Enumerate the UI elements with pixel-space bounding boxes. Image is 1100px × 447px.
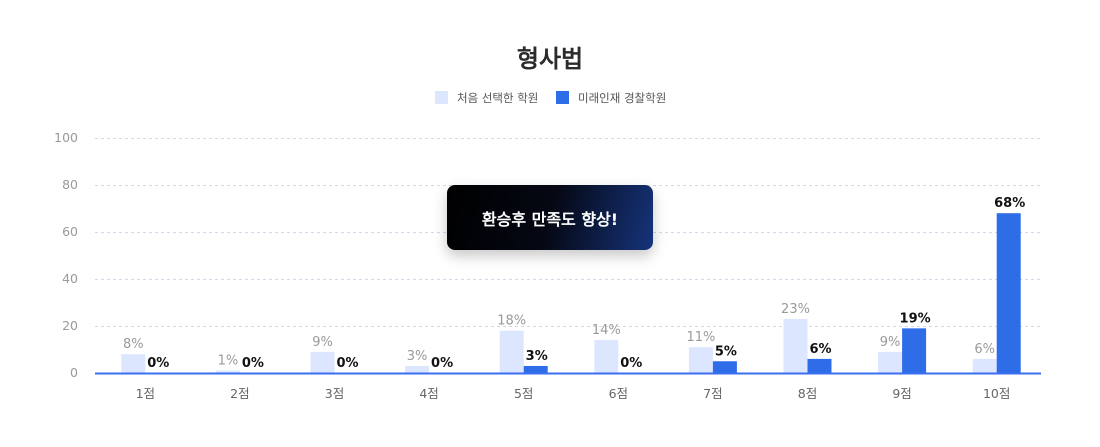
bar-series-1 xyxy=(405,365,430,373)
y-tick-label: 100 xyxy=(54,130,78,145)
data-label-series-1: 23% xyxy=(781,302,810,317)
y-tick-label: 0 xyxy=(70,365,78,380)
grid xyxy=(95,138,1041,327)
bar-series-1 xyxy=(688,347,713,373)
data-label-series-2: 68% xyxy=(994,196,1025,211)
bar-series-1 xyxy=(783,318,808,373)
data-label-series-1: 11% xyxy=(686,330,715,345)
x-tick-label: 2점 xyxy=(230,386,249,401)
bar-series-1 xyxy=(310,351,335,373)
bar-series-1 xyxy=(499,330,524,373)
bar-series-1 xyxy=(972,358,997,373)
x-tick-label: 8점 xyxy=(798,386,817,401)
bar-series-1 xyxy=(215,370,240,373)
y-tick-label: 60 xyxy=(62,224,78,239)
bars xyxy=(121,213,1021,373)
data-label-series-1: 3% xyxy=(407,349,428,364)
bar-series-1 xyxy=(878,351,903,373)
x-tick-label: 10점 xyxy=(983,386,1010,401)
x-tick-label: 4점 xyxy=(419,386,438,401)
bar-series-1 xyxy=(121,354,146,373)
legend: 처음 선택한 학원 미래인재 경찰학원 xyxy=(435,91,666,105)
x-tick-label: 1점 xyxy=(136,386,155,401)
legend-label-series-2: 미래인재 경찰학원 xyxy=(578,91,666,105)
data-label-series-2: 0% xyxy=(620,356,642,371)
y-axis-ticks: 0 20 40 60 80 100 xyxy=(54,130,78,380)
legend-label-series-1: 처음 선택한 학원 xyxy=(457,91,538,105)
data-label-series-1: 9% xyxy=(880,335,901,350)
bar-series-2 xyxy=(996,213,1021,373)
data-label-series-1: 8% xyxy=(123,337,144,352)
y-tick-label: 40 xyxy=(62,271,78,286)
data-label-series-2: 3% xyxy=(526,349,548,364)
data-label-series-2: 19% xyxy=(900,311,931,326)
data-label-series-1: 18% xyxy=(497,314,526,329)
x-tick-label: 3점 xyxy=(325,386,344,401)
x-tick-label: 9점 xyxy=(892,386,911,401)
chart-title: 형사법 xyxy=(517,45,583,73)
data-label-series-2: 6% xyxy=(809,342,831,357)
data-label-series-1: 14% xyxy=(592,323,621,338)
x-tick-label: 7점 xyxy=(703,386,722,401)
y-tick-label: 80 xyxy=(62,177,78,192)
bar-series-1 xyxy=(594,340,619,373)
legend-swatch-series-2 xyxy=(556,91,569,104)
data-label-series-2: 0% xyxy=(431,356,453,371)
bar-series-2 xyxy=(712,361,737,373)
data-label-series-1: 1% xyxy=(218,354,239,369)
data-label-series-2: 5% xyxy=(715,344,737,359)
data-label-series-1: 6% xyxy=(974,342,995,357)
x-axis-ticks: 1점 2점 3점 4점 5점 6점 7점 8점 9점 10점 xyxy=(136,386,1011,401)
data-labels: 8%0% 1% 0%9%0% 3% 0%18%3%14%0%11%5%23%6% 9%19… xyxy=(123,196,1025,371)
y-tick-label: 20 xyxy=(62,318,78,333)
bar-series-2 xyxy=(902,328,927,373)
data-label-series-2: 0% xyxy=(336,356,358,371)
data-label-series-2: 0% xyxy=(147,356,169,371)
callout-text: 환승후 만족도 향상! xyxy=(481,209,619,229)
data-label-series-2: 0% xyxy=(242,356,264,371)
x-tick-label: 5점 xyxy=(514,386,533,401)
x-tick-label: 6점 xyxy=(609,386,628,401)
data-label-series-1: 9% xyxy=(312,335,333,350)
bar-series-2 xyxy=(807,358,832,373)
callout-badge: 환승후 만족도 향상! xyxy=(447,185,653,250)
legend-swatch-series-1 xyxy=(435,91,448,104)
bar-series-2 xyxy=(523,365,548,373)
